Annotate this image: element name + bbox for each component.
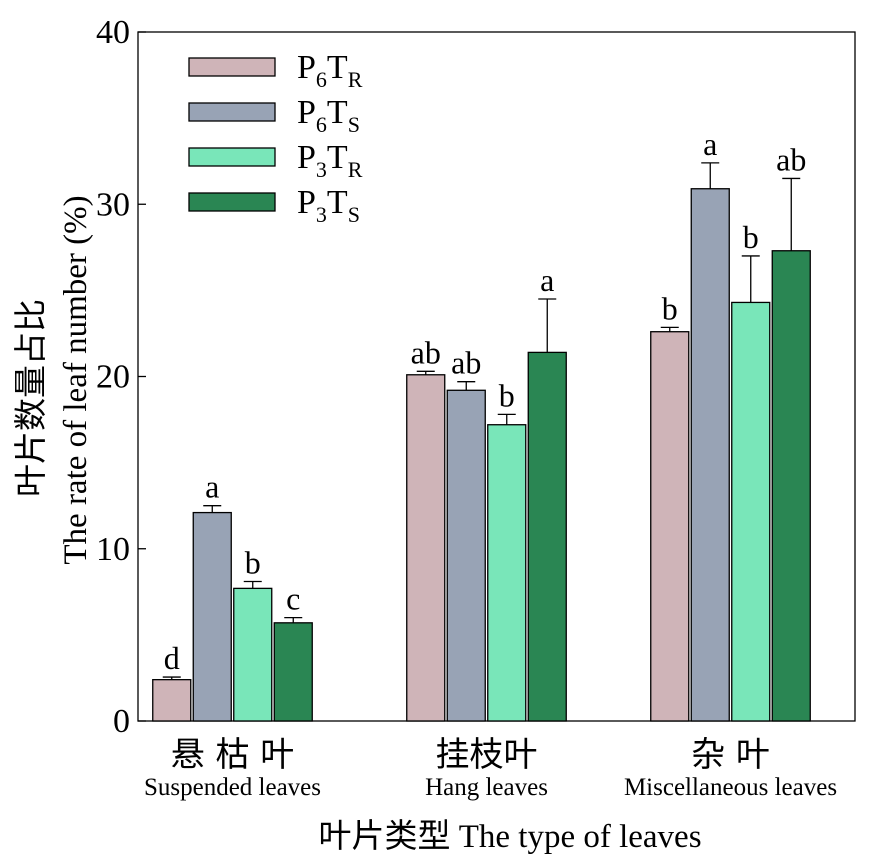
legend-swatch [188,57,276,77]
y-axis-title-zh: 叶片数量占比 [13,299,50,497]
significance-letter: a [205,469,219,505]
bar-P3TS-1 [527,351,567,722]
bar-P6TR-0 [152,679,192,722]
y-tick-label: 10 [96,531,130,568]
significance-letter: ab [776,141,806,177]
y-tick-label: 30 [96,186,130,223]
significance-letter: a [703,126,717,162]
category-label-zh: 挂枝叶 [436,735,538,775]
significance-letter: c [286,581,300,617]
bar-P6TS-2 [690,188,730,722]
significance-letter: b [662,290,678,326]
significance-letter: b [245,544,261,580]
bar-P3TS-0 [273,622,313,722]
category-label-zh: 杂 叶 [691,735,770,775]
legend-label: P3TS [297,184,360,227]
category-label-en: Suspended leaves [144,774,321,801]
significance-letter: ab [451,345,481,381]
category-label-en: Hang leaves [425,774,548,801]
y-tick-label: 40 [96,14,130,51]
legend-label: P3TR [297,139,363,182]
bar-P3TR-0 [233,587,273,722]
bar-P6TR-2 [650,331,690,722]
y-tick-label: 0 [113,703,130,740]
bar-P3TR-2 [731,301,771,722]
y-tick-label: 20 [96,359,130,396]
legend-label: P6TS [297,94,360,137]
significance-letter: b [499,377,515,413]
bar-P6TS-0 [192,511,232,722]
bar-P3TR-1 [487,424,527,722]
y-axis: 0 10 20 30 40 [96,14,146,740]
legend-swatch [188,102,276,122]
significance-letter: ab [411,334,441,370]
legend-swatch [188,192,276,212]
x-axis-title: 叶片类型 The type of leaves [318,818,701,855]
significance-letter: b [743,219,759,255]
legend-label: P6TR [297,49,363,92]
significance-letter: d [164,640,180,676]
category-label-en: Miscellaneous leaves [624,774,837,801]
significance-letter: a [540,262,554,298]
bar-P3TS-2 [771,250,811,722]
legend-swatch [188,147,276,167]
bar-P6TS-1 [446,389,486,722]
y-axis-title-en: The rate of leaf number (%) [58,195,94,564]
bar-P6TR-1 [406,374,446,722]
category-label-zh: 悬 枯 叶 [171,735,295,775]
